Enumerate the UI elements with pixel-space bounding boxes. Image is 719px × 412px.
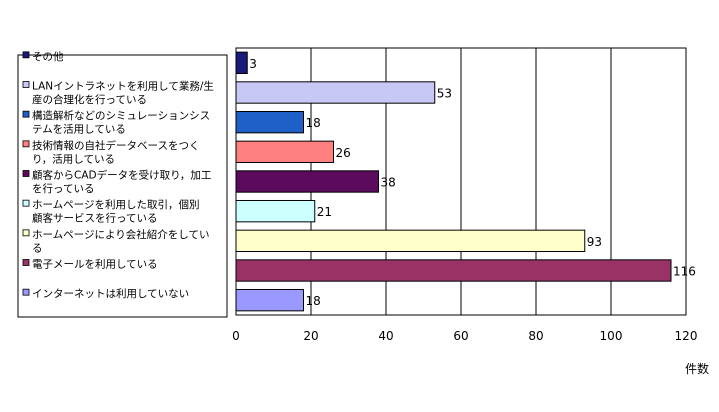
bar-0 (235, 51, 248, 75)
legend-label-line: 顧客サービスを行っている (32, 212, 157, 225)
legend-label-1: LANイントラネットを利用して業務/生産の合理化を行っている (32, 80, 214, 107)
bar-7 (235, 259, 672, 282)
data-label-7: 116 (673, 265, 696, 279)
legend-label-8: インターネットは利用していない (32, 288, 189, 300)
data-label-6: 93 (587, 235, 602, 249)
x-tick-label-3: 60 (453, 329, 468, 343)
plot-area: 0 20 40 60 80 100 120 3 53 18 26 38 21 93 116 18 (232, 47, 698, 343)
legend-label-line: テムを活用している (32, 124, 126, 136)
bar-3 (235, 140, 334, 164)
x-tick-label-6: 120 (675, 329, 698, 343)
data-label-1: 53 (437, 87, 452, 101)
data-label-0: 3 (249, 57, 257, 71)
bar-8 (235, 288, 304, 312)
legend-label-line: る (32, 242, 43, 254)
legend-label-line: ホームページにより会社紹介をしてい (32, 228, 209, 241)
legend-label-7: 電子メールを利用している (32, 259, 158, 271)
legend-label-3: 技術情報の自社データベースをつくり，活用している (32, 139, 199, 166)
legend-swatch-0 (22, 51, 30, 59)
legend: その他LANイントラネットを利用して業務/生産の合理化を行っている構造解析などの… (17, 50, 228, 318)
x-tick-label-0: 0 (232, 329, 240, 343)
legend-swatch-6 (22, 229, 30, 237)
x-tick-label-5: 100 (600, 329, 623, 343)
data-label-2: 18 (306, 116, 321, 130)
data-label-5: 21 (317, 205, 332, 219)
x-tick-label-4: 80 (528, 329, 543, 343)
legend-label-line: LANイントラネットを利用して業務/生 (32, 80, 214, 93)
legend-label-line: り，活用している (32, 153, 115, 165)
bar-1 (235, 81, 436, 104)
legend-swatch-7 (22, 259, 30, 266)
x-tick-label-2: 40 (378, 329, 393, 343)
legend-swatch-8 (22, 288, 30, 296)
legend-label-line: 技術情報の自社データベースをつく (32, 139, 199, 152)
legend-swatch-5 (22, 199, 30, 207)
legend-label-line: 構造解析などのシミュレーションシス (32, 109, 210, 122)
legend-swatch-4 (22, 170, 30, 177)
legend-label-4: 顧客からCADデータを受け取り，加工を行っている (32, 169, 211, 196)
bar-4 (235, 170, 379, 193)
legend-box (17, 54, 228, 318)
legend-label-line: その他 (32, 50, 64, 63)
data-label-8: 18 (306, 294, 321, 308)
legend-label-line: 顧客からCADデータを受け取り，加工 (32, 169, 211, 182)
legend-swatch-3 (22, 140, 30, 148)
bar-5 (235, 199, 316, 223)
legend-swatch-2 (22, 110, 30, 118)
legend-label-5: ホームページを利用した取引，個別顧客サービスを行っている (32, 198, 199, 225)
legend-label-2: 構造解析などのシミュレーションシステムを活用している (32, 109, 210, 136)
legend-label-6: ホームページにより会社紹介をしている (32, 228, 209, 255)
legend-swatch-1 (22, 81, 30, 88)
legend-label-line: インターネットは利用していない (32, 288, 189, 300)
legend-label-line: 電子メールを利用している (32, 259, 158, 271)
x-axis-label: 件数 (685, 361, 709, 376)
data-label-3: 26 (336, 146, 351, 160)
legend-label-line: 産の合理化を行っている (32, 93, 147, 106)
legend-label-line: ホームページを利用した取引，個別 (32, 198, 199, 211)
data-label-4: 38 (381, 176, 396, 190)
x-tick-label-1: 20 (303, 329, 318, 343)
legend-label-0: その他 (32, 50, 64, 63)
legend-label-line: を行っている (32, 182, 94, 195)
bar-2 (235, 110, 304, 134)
bar-6 (235, 229, 586, 253)
